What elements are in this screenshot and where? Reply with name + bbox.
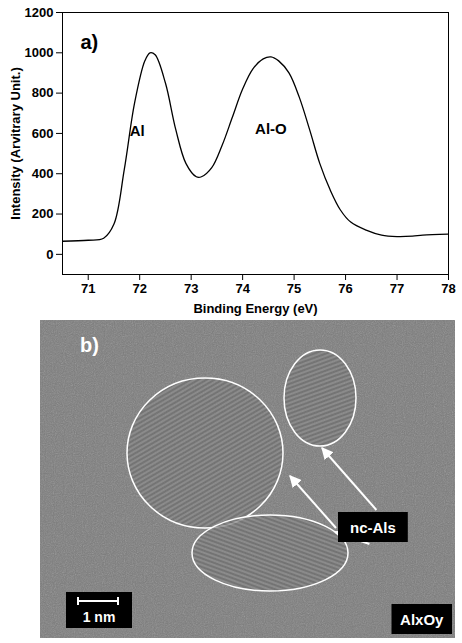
svg-text:78: 78 xyxy=(441,281,455,296)
svg-text:200: 200 xyxy=(32,206,54,221)
svg-text:77: 77 xyxy=(390,281,404,296)
svg-text:0: 0 xyxy=(46,247,53,262)
svg-text:Al-O: Al-O xyxy=(255,120,287,137)
svg-text:1000: 1000 xyxy=(25,45,54,60)
svg-text:Binding Energy (eV): Binding Energy (eV) xyxy=(193,301,317,316)
svg-text:nc-Als: nc-Als xyxy=(350,519,396,536)
svg-text:400: 400 xyxy=(32,166,54,181)
svg-text:Al: Al xyxy=(130,122,145,139)
svg-text:72: 72 xyxy=(132,281,146,296)
svg-text:a): a) xyxy=(81,31,99,53)
svg-text:76: 76 xyxy=(338,281,352,296)
svg-text:74: 74 xyxy=(235,281,250,296)
svg-text:b): b) xyxy=(80,334,99,356)
svg-text:AlxOy: AlxOy xyxy=(400,611,444,628)
svg-text:600: 600 xyxy=(32,126,54,141)
svg-text:73: 73 xyxy=(184,281,198,296)
svg-text:71: 71 xyxy=(81,281,95,296)
svg-text:800: 800 xyxy=(32,85,54,100)
svg-text:Intensity (Arvitrary Unit.): Intensity (Arvitrary Unit.) xyxy=(8,67,23,219)
svg-text:75: 75 xyxy=(287,281,301,296)
svg-text:1200: 1200 xyxy=(25,5,54,20)
svg-text:1 nm: 1 nm xyxy=(83,609,116,625)
